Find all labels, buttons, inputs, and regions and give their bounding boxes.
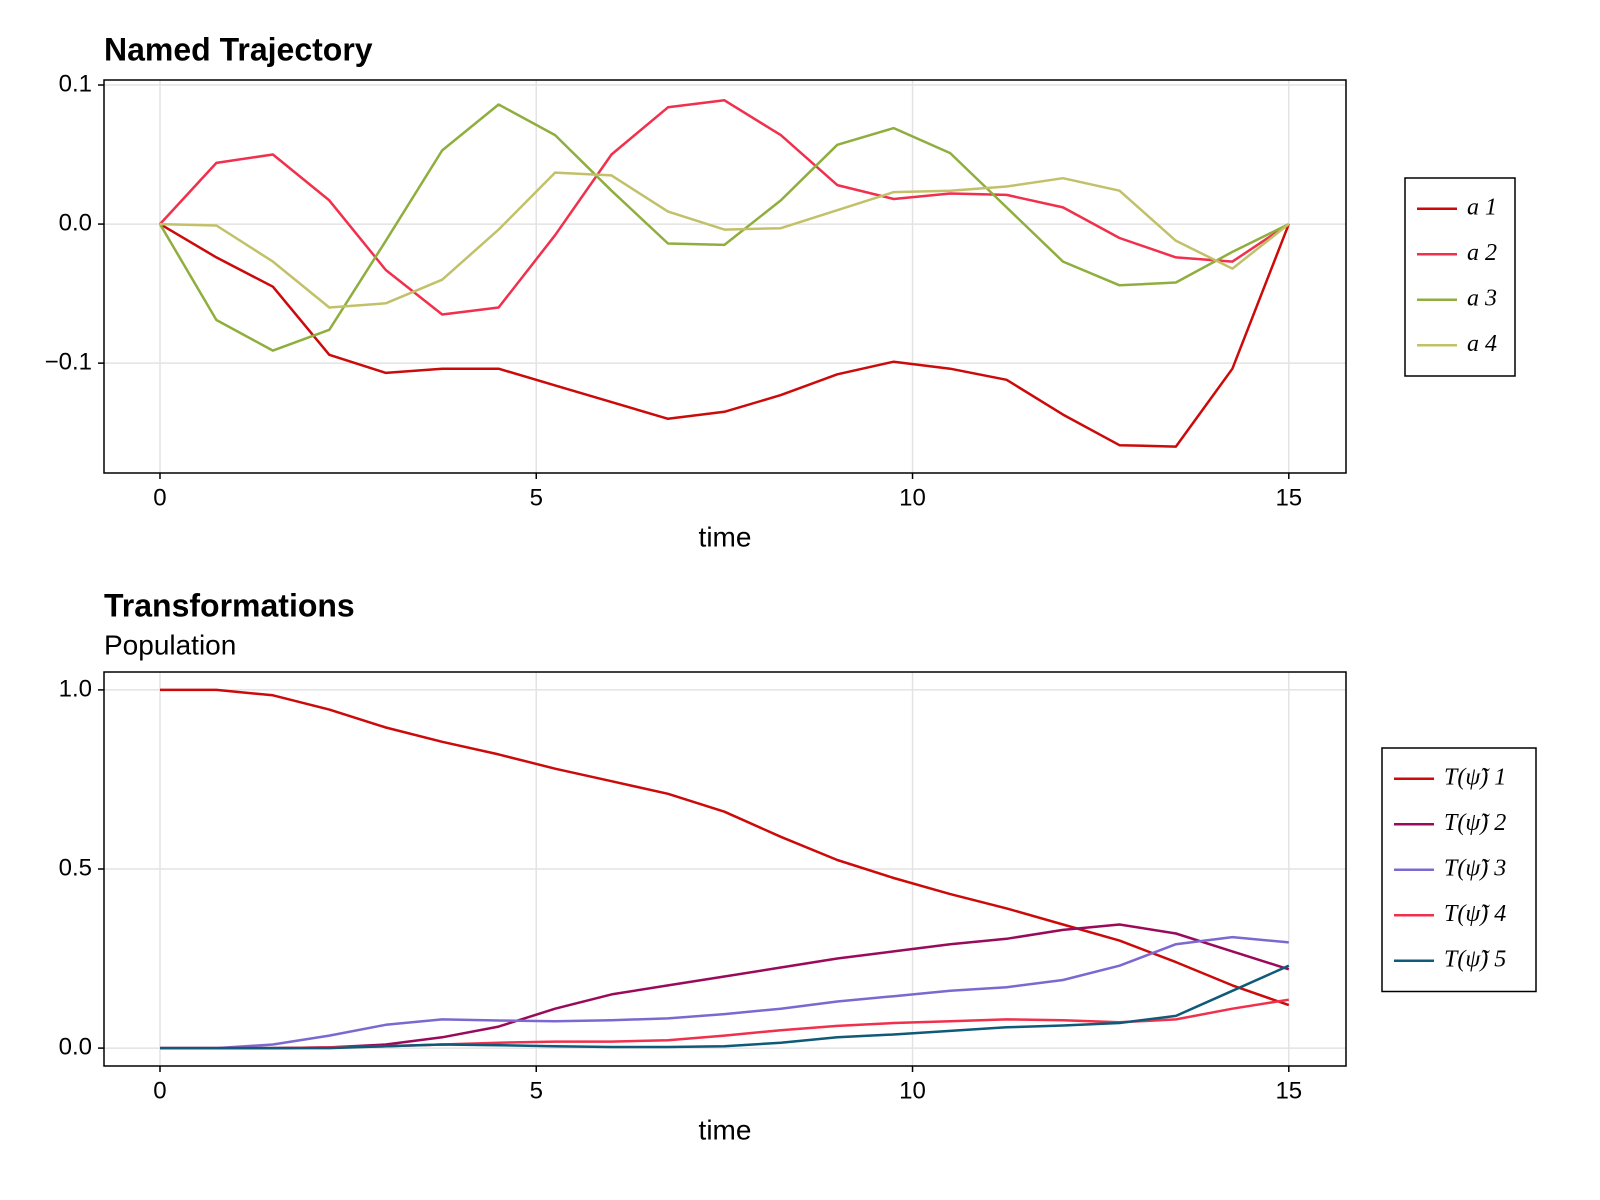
legend-label: a 2: [1467, 240, 1497, 266]
x-tick-label: 5: [530, 484, 543, 511]
legend-label: a 3: [1467, 285, 1497, 311]
y-tick-label: 0.0: [59, 1033, 92, 1060]
y-tick-label: 1.0: [59, 675, 92, 702]
data-line: [159, 171, 1290, 309]
y-tick-label: 0.0: [59, 209, 92, 236]
x-tick-label: 15: [1275, 484, 1302, 511]
chart-subtitle: Population: [104, 629, 236, 660]
data-line: [159, 223, 1290, 448]
x-axis-label: time: [699, 1114, 752, 1145]
plot-frame: [103, 79, 1347, 474]
legend-label: a 4: [1467, 331, 1497, 357]
x-tick-label: 5: [530, 1077, 543, 1104]
x-tick-label: 15: [1275, 1077, 1302, 1104]
y-tick-label: 0.1: [59, 70, 92, 97]
legend-label: T(ψ̃) 5: [1444, 946, 1506, 972]
y-tick-label: 0.5: [59, 854, 92, 881]
data-line: [160, 688, 1290, 1007]
data-line: [160, 935, 1289, 1050]
legend-box: [1404, 177, 1516, 377]
legend-label: a 1: [1467, 194, 1497, 220]
x-tick-label: 10: [899, 1077, 926, 1104]
legend-label: T(ψ̃) 2: [1444, 810, 1506, 836]
legend-label: T(ψ̃) 3: [1444, 855, 1506, 881]
y-tick-label: −0.1: [45, 348, 92, 375]
plot-frame: [103, 671, 1347, 1067]
chart-title: Named Trajectory: [104, 31, 373, 67]
legend-label: T(ψ̃) 4: [1444, 901, 1506, 927]
data-line: [160, 923, 1290, 1050]
x-tick-label: 0: [153, 484, 166, 511]
x-tick-label: 10: [899, 484, 926, 511]
chart-title: Transformations: [104, 587, 355, 623]
data-line: [160, 964, 1290, 1050]
legend-box: [1381, 747, 1537, 993]
x-axis-label: time: [699, 521, 752, 552]
data-line: [159, 99, 1290, 316]
legend-label: T(ψ̃) 1: [1444, 764, 1506, 790]
data-line: [158, 103, 1290, 352]
x-tick-label: 0: [153, 1077, 166, 1104]
